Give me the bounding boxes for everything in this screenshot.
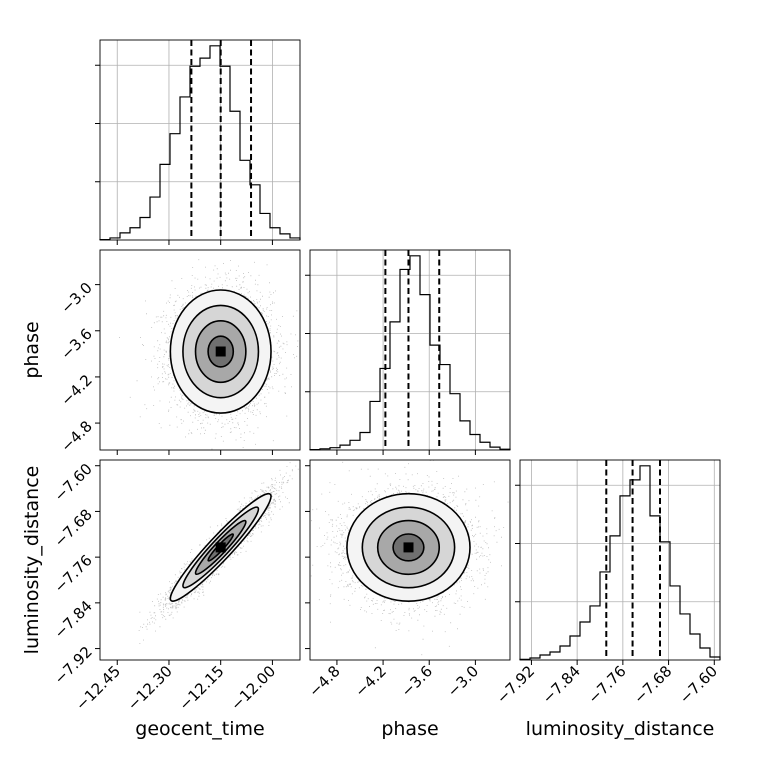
- histogram-geocent_time: [99, 45, 301, 241]
- panel-frame-geocent_time-vs-phase: [99, 249, 301, 451]
- x-axis-label-luminosity-distance: luminosity_distance: [526, 718, 715, 740]
- joint-panel-phase-vs-luminosity_distance: [310, 460, 509, 656]
- density-peak-phase-vs-luminosity_distance: [403, 542, 414, 553]
- y-axis-label-luminosity-distance: luminosity_distance: [21, 466, 43, 655]
- panel-hist-geocent_time: [99, 39, 301, 241]
- panel-frame-geocent_time-vs-luminosity_distance: [99, 459, 301, 661]
- x-axis-label-geocent-time: geocent_time: [135, 718, 264, 740]
- density-peak-geocent_time-vs-phase: [215, 346, 226, 357]
- joint-panel-geocent_time-vs-phase: [119, 259, 299, 450]
- histogram-phase: [309, 255, 511, 451]
- y-axis-label-phase: phase: [21, 321, 43, 378]
- joint-panel-geocent_time-vs-luminosity_distance: [138, 462, 300, 644]
- histogram-luminosity_distance: [519, 465, 721, 660]
- panel-frame-phase-vs-luminosity_distance: [309, 459, 511, 661]
- density-peak-geocent_time-vs-luminosity_distance: [215, 542, 226, 553]
- panel-hist-luminosity_distance: [519, 459, 721, 661]
- panel-hist-phase: [309, 249, 511, 451]
- x-axis-label-phase: phase: [381, 718, 438, 740]
